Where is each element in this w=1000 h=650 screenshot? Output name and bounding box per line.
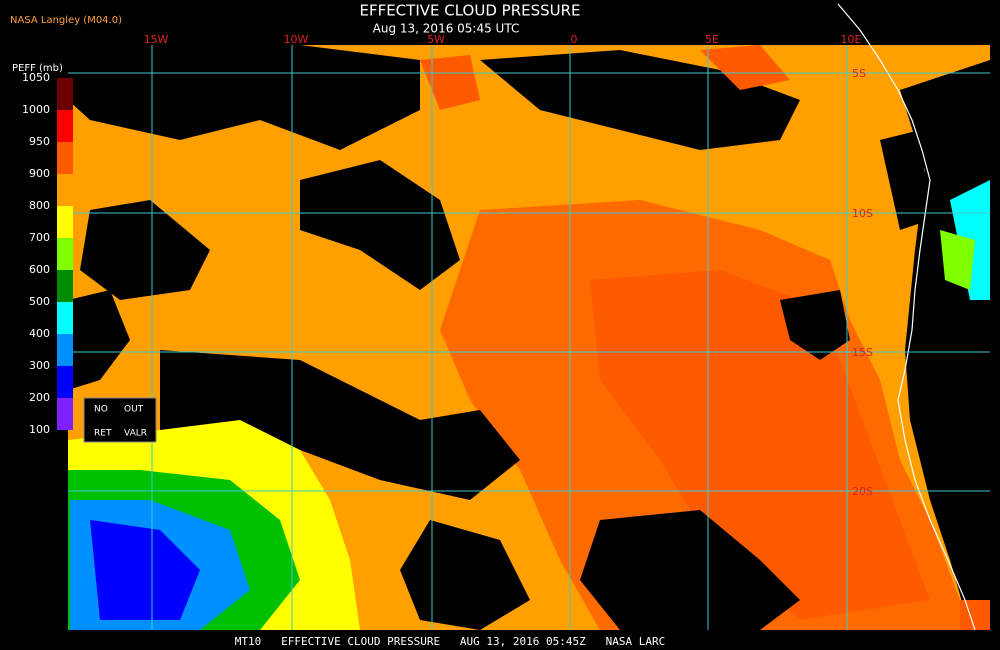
no-data-label: VALR (124, 429, 147, 439)
satellite-imagery (68, 45, 990, 630)
no-data-label: RET (94, 429, 112, 439)
cloud-region (960, 600, 990, 630)
latitude-label: 15S (852, 346, 873, 359)
no-data-label: OUT (124, 405, 144, 415)
legend-tick-label: 600 (29, 263, 50, 276)
longitude-label: 5W (427, 33, 445, 46)
legend-swatch (57, 78, 73, 110)
legend-tick-label: 200 (29, 391, 50, 404)
legend-tick-label: 300 (29, 359, 50, 372)
legend-swatch (57, 398, 73, 430)
legend-swatch (57, 174, 73, 206)
legend-swatch (57, 142, 73, 174)
legend-tick-label: 700 (29, 231, 50, 244)
legend-tick-label: 900 (29, 167, 50, 180)
legend-title: PEFF (mb) (12, 63, 63, 74)
cloud-region (80, 200, 210, 300)
legend-swatch (57, 270, 73, 302)
cloud-region (780, 290, 850, 360)
footer: MT10 EFFECTIVE CLOUD PRESSURE AUG 13, 20… (235, 635, 665, 648)
graticule: 15W 10W 5W 0 5E 10E 5S 10S 15S 20S (68, 33, 990, 630)
cloud-region (940, 230, 975, 290)
cloud-region (700, 45, 790, 90)
legend-swatch (57, 302, 73, 334)
legend-tick-label: 500 (29, 295, 50, 308)
latitude-label: 5S (852, 67, 866, 80)
legend-tick-label: 800 (29, 199, 50, 212)
latitude-label: 10S (852, 207, 873, 220)
cloud-region (300, 160, 460, 290)
legend-tick-label: 1050 (22, 71, 50, 84)
coastline (837, 3, 976, 631)
cloud-region (880, 130, 930, 230)
cloud-region (90, 520, 200, 620)
legend-tick-label: 400 (29, 327, 50, 340)
latitude-label: 20S (852, 485, 873, 498)
legend-tick-label: 1000 (22, 103, 50, 116)
legend-tick-label: 950 (29, 135, 50, 148)
credit: NASA Langley (M04.0) (10, 15, 122, 26)
cloud-region (68, 45, 420, 150)
legend: 1050 1000 950 900 800 700 600 500 400 300 200 100 NO… (22, 71, 157, 443)
legend-swatch (57, 238, 73, 270)
longitude-label: 10W (284, 33, 309, 46)
legend-swatch (57, 366, 73, 398)
cloud-region (420, 55, 480, 110)
title: EFFECTIVE CLOUD PRESSURE (359, 2, 580, 20)
legend-swatch (57, 334, 73, 366)
longitude-label: 10E (841, 33, 862, 46)
no-data-label: NO (94, 405, 108, 415)
longitude-label: 5E (705, 33, 719, 46)
cloud-region (68, 290, 130, 390)
legend-tick-label: 100 (29, 423, 50, 436)
cloud-region (590, 270, 930, 620)
cloud-region (580, 510, 800, 630)
no-data-box (83, 397, 157, 443)
longitude-label: 15W (144, 33, 169, 46)
cloud-region (480, 50, 800, 150)
legend-swatch (57, 110, 73, 142)
legend-swatch (57, 206, 73, 238)
longitude-label: 0 (571, 33, 578, 46)
timestamp: Aug 13, 2016 05:45 UTC (373, 22, 520, 36)
